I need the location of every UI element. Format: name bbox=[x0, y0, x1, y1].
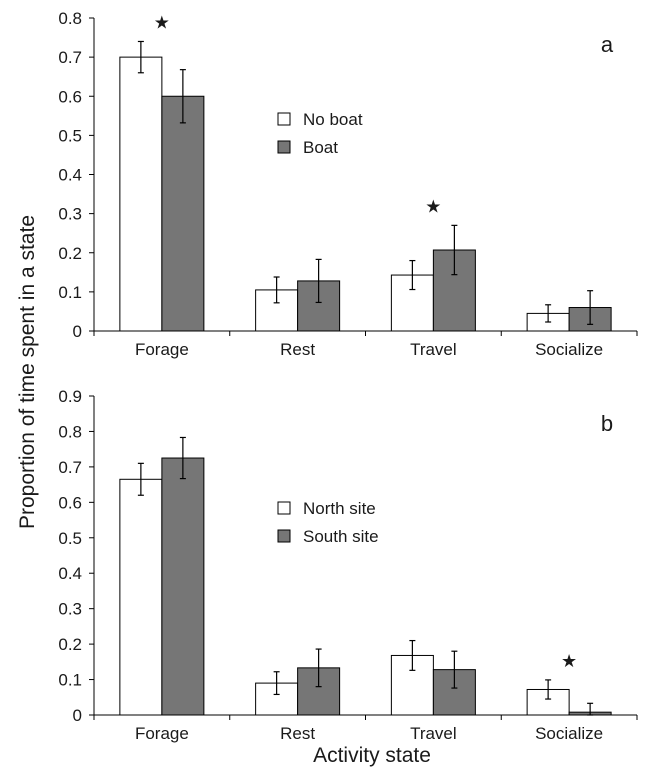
y-tick-label: 0.5 bbox=[58, 126, 82, 145]
significance-star: ★ bbox=[561, 651, 577, 671]
significance-star: ★ bbox=[154, 12, 170, 32]
legend-swatch bbox=[277, 140, 291, 154]
y-tick-label: 0.6 bbox=[58, 87, 82, 106]
chart-panel-a: 0 0.1 0.2 0.3 0.4 0.5 0.6 0.7 0.8 Forage Rest Trave… bbox=[58, 9, 638, 359]
y-tick-label: 0 bbox=[73, 706, 82, 725]
y-tick-label: 0.2 bbox=[58, 635, 82, 654]
y-tick-label: 0.1 bbox=[58, 283, 82, 302]
y-tick-label: 0.8 bbox=[58, 422, 82, 441]
bar bbox=[161, 457, 205, 716]
significance-star: ★ bbox=[425, 196, 441, 216]
y-tick-label: 0.2 bbox=[58, 244, 82, 263]
bar bbox=[119, 478, 163, 716]
chart-panel-b: 0 0.1 0.2 0.3 0.4 0.5 0.6 0.7 0.8 0.9 Forage Rest Tr… bbox=[58, 387, 638, 743]
panel-letter: b bbox=[601, 411, 613, 436]
panel-letter: a bbox=[601, 32, 614, 57]
legend-label: No boat bbox=[303, 110, 363, 129]
legend-swatch bbox=[277, 501, 291, 515]
x-tick-label: Rest bbox=[280, 724, 315, 743]
x-tick-label: Rest bbox=[280, 340, 315, 359]
bar bbox=[161, 95, 205, 332]
y-tick-label: 0.7 bbox=[58, 458, 82, 477]
legend-label: North site bbox=[303, 499, 376, 518]
x-tick-label: Forage bbox=[135, 340, 189, 359]
y-tick-label: 0.4 bbox=[58, 166, 82, 185]
x-tick-label: Socialize bbox=[535, 724, 603, 743]
bar bbox=[119, 56, 163, 332]
y-tick-label: 0.1 bbox=[58, 671, 82, 690]
y-tick-label: 0.8 bbox=[58, 9, 82, 28]
x-tick-label: Travel bbox=[410, 340, 457, 359]
y-tick-label: 0.3 bbox=[58, 600, 82, 619]
x-tick-label: Forage bbox=[135, 724, 189, 743]
legend-swatch bbox=[277, 112, 291, 126]
y-tick-label: 0.4 bbox=[58, 564, 82, 583]
y-tick-label: 0.7 bbox=[58, 48, 82, 67]
legend-swatch bbox=[277, 529, 291, 543]
y-axis-title: Proportion of time spent in a state bbox=[16, 215, 39, 529]
y-tick-label: 0.5 bbox=[58, 529, 82, 548]
x-tick-label: Socialize bbox=[535, 340, 603, 359]
y-tick-label: 0.6 bbox=[58, 493, 82, 512]
legend-label: South site bbox=[303, 527, 379, 546]
x-axis-title: Activity state bbox=[313, 744, 431, 767]
legend-label: Boat bbox=[303, 138, 338, 157]
y-tick-label: 0.9 bbox=[58, 387, 82, 406]
x-tick-label: Travel bbox=[410, 724, 457, 743]
y-tick-label: 0 bbox=[73, 322, 82, 341]
y-tick-label: 0.3 bbox=[58, 205, 82, 224]
